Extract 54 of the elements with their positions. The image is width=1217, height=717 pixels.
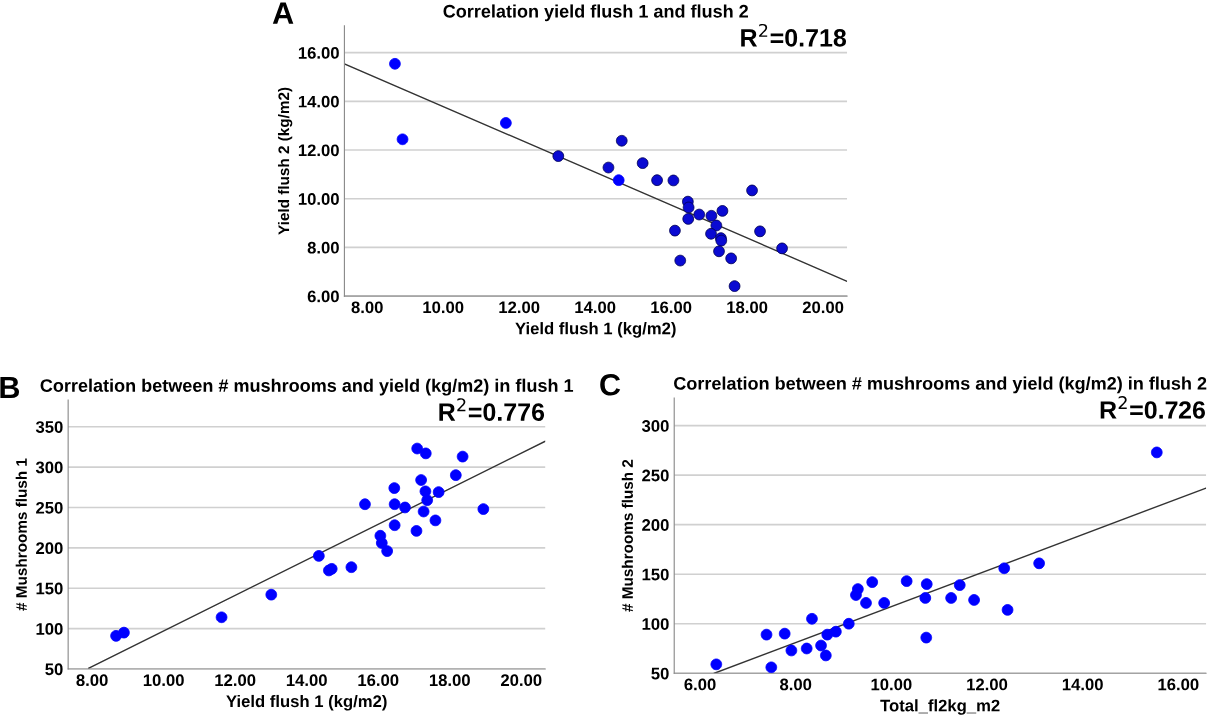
y-tick-label: 150 [36,582,63,595]
text: B [0,377,20,399]
x-tick-label: 10.00 [423,301,464,314]
x-tick-label: 16.00 [358,674,399,687]
chart-title: Correlation yield flush 1 and flush 2 [443,4,749,22]
x-tick-label: 8.00 [780,678,812,691]
y-tick-label: 200 [36,542,63,555]
y-tick-label: 300 [641,420,669,432]
y-axis-title: # Mushrooms flush 1 [15,458,27,611]
x-tick-label: 20.00 [500,674,542,687]
y-tick-label: 250 [642,469,669,482]
y-tick-label: 200 [642,519,669,531]
y-tick-label: 8.00 [307,241,339,254]
x-axis-title: Yield flush 1 (kg/m2) [226,694,387,711]
x-axis-title: Total_fl2kg_m2 [880,699,1000,715]
y-tick-label: 350 [35,421,63,433]
y-tick-label: 50 [651,667,669,680]
y-tick-label: 100 [36,622,63,635]
x-tick-label: 14.00 [575,301,616,314]
annotation: R$^{2}$=0.726 [1100,396,1205,419]
y-tick-label: 100 [642,618,669,630]
annotation: R$^{2}$=0.718 [741,23,847,47]
x-tick-label: 16.00 [651,301,692,314]
y-tick-label: 12.00 [298,144,339,157]
y-tick-label: 14.00 [298,95,339,108]
y-tick-label: 300 [35,461,63,474]
x-tick-label: 12.00 [967,678,1008,691]
x-tick-label: 14.00 [286,674,327,687]
y-axis-title: Yield flush 2 (kg/m2) [277,87,293,235]
x-tick-label: 18.00 [429,674,470,687]
y-tick-label: 6.00 [307,290,339,303]
x-axis-title: Yield flush 1 (kg/m2) [515,322,676,338]
y-tick-label: 150 [642,568,669,581]
x-tick-label: 8.00 [76,674,108,687]
x-tick-label: 8.00 [351,301,383,314]
x-tick-label: 20.00 [802,301,844,314]
y-tick-label: 10.00 [298,193,339,205]
text: C [600,373,621,396]
y-axis-title: # Mushrooms flush 2 [621,459,633,612]
text: A [272,2,294,24]
annotation: R$^{2}$=0.776 [439,398,545,421]
x-tick-label: 14.00 [1062,678,1103,691]
x-tick-label: 12.00 [215,674,256,687]
x-tick-label: 10.00 [871,678,912,691]
y-tick-label: 50 [45,663,63,676]
x-tick-label: 12.00 [499,301,540,314]
y-tick-label: 16.00 [298,47,339,59]
x-tick-label: 16.00 [1158,678,1199,691]
x-tick-label: 10.00 [143,674,184,687]
chart-title: Correlation between # mushrooms and yield (kg/m2) in flush 1 [40,378,574,396]
x-tick-label: 18.00 [727,301,768,314]
x-tick-label: 6.00 [684,678,716,691]
y-tick-label: 250 [36,501,63,514]
chart-title: Correlation between # mushrooms and yield (kg/m2) in flush 2 [674,376,1207,394]
